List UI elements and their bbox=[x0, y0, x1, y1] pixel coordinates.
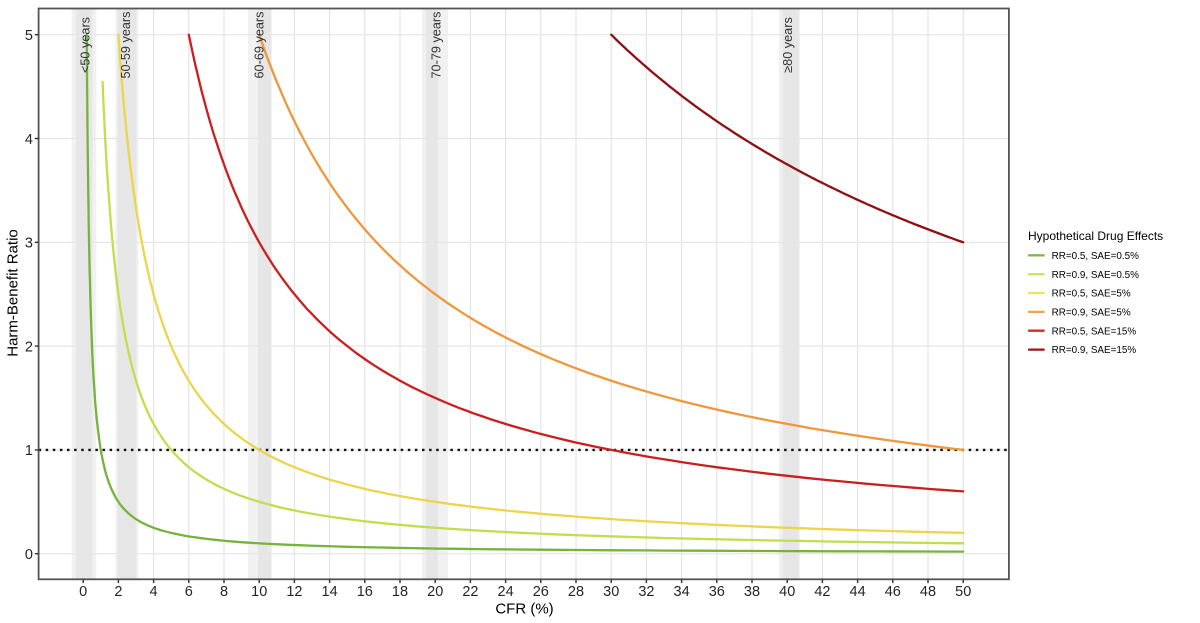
svg-text:42: 42 bbox=[814, 584, 830, 600]
svg-text:4: 4 bbox=[150, 584, 158, 600]
svg-text:70-79 years: 70-79 years bbox=[430, 12, 444, 79]
svg-text:38: 38 bbox=[744, 584, 760, 600]
svg-text:RR=0.9, SAE=5%: RR=0.9, SAE=5% bbox=[1052, 308, 1131, 319]
svg-text:0: 0 bbox=[79, 584, 87, 600]
svg-text:44: 44 bbox=[850, 584, 866, 600]
svg-text:18: 18 bbox=[392, 584, 408, 600]
svg-text:34: 34 bbox=[674, 584, 690, 600]
svg-text:16: 16 bbox=[357, 584, 373, 600]
svg-text:RR=0.5, SAE=5%: RR=0.5, SAE=5% bbox=[1052, 289, 1131, 300]
svg-text:2: 2 bbox=[25, 339, 33, 355]
svg-text:36: 36 bbox=[709, 584, 725, 600]
svg-text:50-59 years: 50-59 years bbox=[119, 12, 133, 79]
svg-text:6: 6 bbox=[185, 584, 193, 600]
svg-text:24: 24 bbox=[498, 584, 514, 600]
svg-text:40: 40 bbox=[779, 584, 795, 600]
svg-text:20: 20 bbox=[427, 584, 443, 600]
svg-text:8: 8 bbox=[220, 584, 228, 600]
svg-text:26: 26 bbox=[533, 584, 549, 600]
svg-text:46: 46 bbox=[885, 584, 901, 600]
svg-text:14: 14 bbox=[322, 584, 338, 600]
svg-text:12: 12 bbox=[286, 584, 302, 600]
svg-text:CFR (%): CFR (%) bbox=[495, 601, 553, 618]
svg-text:≥80 years: ≥80 years bbox=[781, 17, 795, 73]
svg-text:Hypothetical Drug Effects: Hypothetical Drug Effects bbox=[1028, 229, 1163, 243]
svg-text:48: 48 bbox=[920, 584, 936, 600]
svg-text:<50 years: <50 years bbox=[78, 17, 92, 73]
svg-text:0: 0 bbox=[25, 547, 33, 563]
svg-text:32: 32 bbox=[638, 584, 654, 600]
svg-text:30: 30 bbox=[603, 584, 619, 600]
svg-text:RR=0.9, SAE=15%: RR=0.9, SAE=15% bbox=[1052, 345, 1137, 356]
svg-text:5: 5 bbox=[25, 28, 33, 44]
svg-text:1: 1 bbox=[25, 443, 33, 459]
svg-text:2: 2 bbox=[114, 584, 122, 600]
svg-text:60-69 years: 60-69 years bbox=[253, 12, 267, 79]
svg-text:RR=0.5, SAE=15%: RR=0.5, SAE=15% bbox=[1052, 326, 1137, 337]
svg-text:50: 50 bbox=[955, 584, 971, 600]
svg-text:RR=0.5, SAE=0.5%: RR=0.5, SAE=0.5% bbox=[1052, 251, 1139, 262]
svg-text:RR=0.9, SAE=0.5%: RR=0.9, SAE=0.5% bbox=[1052, 270, 1139, 281]
svg-text:28: 28 bbox=[568, 584, 584, 600]
svg-text:10: 10 bbox=[251, 584, 267, 600]
svg-text:Harm-Benefit Ratio: Harm-Benefit Ratio bbox=[5, 229, 22, 357]
svg-text:4: 4 bbox=[25, 132, 33, 148]
svg-text:3: 3 bbox=[25, 236, 33, 252]
svg-text:22: 22 bbox=[462, 584, 478, 600]
